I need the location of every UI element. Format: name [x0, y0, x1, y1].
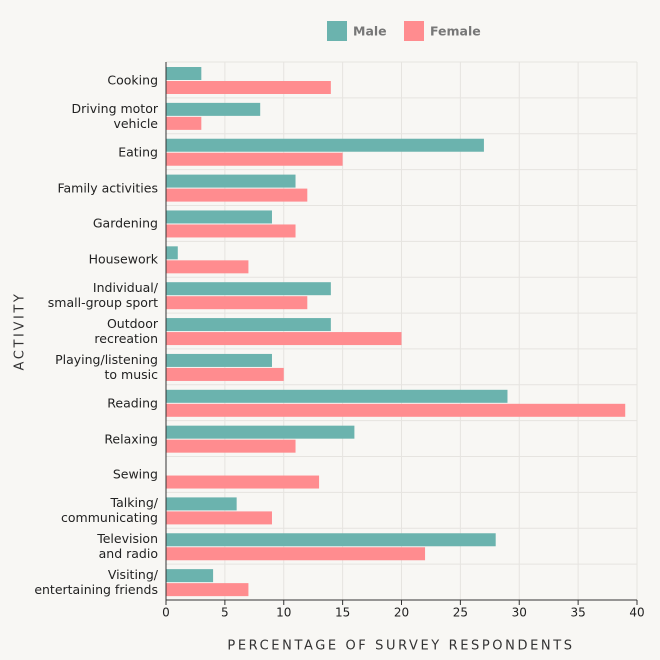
y-tick-label: Reading: [107, 395, 158, 411]
y-tick-label: Playing/listening to music: [55, 351, 158, 382]
y-tick-label: Family activities: [57, 180, 158, 196]
bar: [166, 569, 214, 583]
y-tick-label: Cooking: [107, 72, 158, 88]
bar: [166, 81, 331, 94]
y-tick-label: Television and radio: [97, 531, 158, 562]
bar: [166, 547, 426, 561]
bar: [166, 116, 202, 130]
bar: [166, 353, 272, 367]
y-tick-label: Housework: [88, 251, 158, 267]
y-axis-title: ACTIVITY: [13, 292, 28, 371]
legend-swatch: [404, 21, 424, 41]
x-tick-label: 35: [570, 606, 585, 620]
x-tick-label: 15: [335, 606, 350, 620]
legend-label: Female: [430, 24, 481, 39]
x-tick-label: 40: [629, 606, 644, 620]
y-tick-label: Relaxing: [104, 431, 158, 447]
bar: [166, 210, 272, 224]
bar: [166, 425, 355, 439]
y-tick-label: Gardening: [92, 215, 158, 231]
bar: [166, 102, 261, 116]
bar: [166, 367, 284, 381]
bar: [166, 533, 496, 547]
bar: [166, 332, 402, 346]
bar: [166, 497, 237, 511]
bar: [166, 246, 178, 260]
x-tick-label: 20: [394, 606, 409, 620]
legend-swatch: [327, 21, 347, 41]
x-tick-label: 25: [453, 606, 468, 620]
x-axis-title: PERCENTAGE OF SURVEY RESPONDENTS: [227, 639, 574, 654]
y-tick-label: Visiting/ entertaining friends: [34, 567, 158, 598]
bar: [166, 282, 331, 296]
y-tick-label: Talking/ communicating: [61, 495, 158, 526]
bar: [166, 67, 202, 80]
bar: [166, 583, 249, 597]
y-tick-label: Sewing: [112, 466, 158, 482]
bar: [166, 296, 308, 310]
y-tick-label: Driving motor vehicle: [71, 100, 158, 131]
bar: [166, 389, 508, 403]
bar: [166, 188, 308, 202]
legend-label: Male: [353, 24, 387, 39]
x-tick-label: 5: [221, 606, 229, 620]
bar: [166, 475, 320, 489]
x-tick-label: 0: [162, 606, 170, 620]
bar: [166, 138, 484, 152]
bar: [166, 403, 626, 417]
bar: [166, 174, 296, 188]
bar: [166, 152, 343, 166]
y-tick-label: Outdoor recreation: [94, 316, 158, 346]
bar: [166, 439, 296, 453]
x-tick-label: 30: [512, 606, 527, 620]
y-tick-label: Individual/ small-group sport: [47, 280, 158, 311]
y-tick-label: Eating: [118, 144, 158, 160]
bar: [166, 318, 331, 332]
bar: [166, 260, 249, 274]
x-tick-label: 10: [276, 606, 291, 620]
bar: [166, 224, 296, 238]
bar: [166, 511, 272, 525]
